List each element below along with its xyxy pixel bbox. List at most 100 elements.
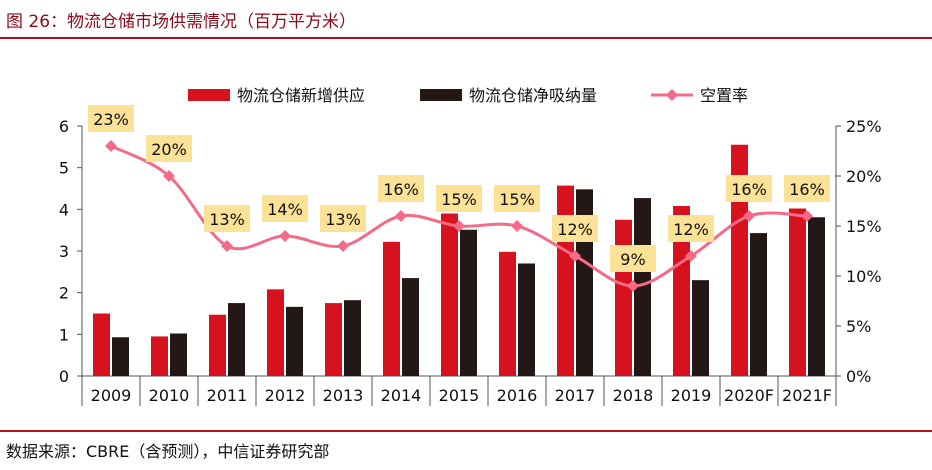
vacancy-marker xyxy=(279,230,291,242)
vacancy-value-label: 16% xyxy=(383,180,419,199)
legend-marker-vacancy xyxy=(666,89,678,101)
absorption-bar xyxy=(228,303,245,376)
source-note: 数据来源：CBRE（含预测），中信证券研究部 xyxy=(6,442,330,461)
vacancy-marker xyxy=(685,250,697,262)
left-tick-label: 2 xyxy=(59,284,69,303)
x-tick-label: 2010 xyxy=(149,386,190,405)
x-tick-label: 2017 xyxy=(555,386,596,405)
supply-bar xyxy=(499,251,516,376)
vacancy-value-label: 16% xyxy=(789,180,825,199)
supply-bar xyxy=(673,206,690,376)
supply-bar xyxy=(93,313,110,376)
supply-bar xyxy=(151,336,168,376)
vacancy-value-label: 12% xyxy=(673,220,709,239)
supply-bar xyxy=(441,213,458,376)
vacancy-label-bg xyxy=(668,215,714,242)
legend-label-absorption: 物流仓储净吸纳量 xyxy=(469,86,597,105)
vacancy-label-bg xyxy=(378,175,424,202)
absorption-bar xyxy=(518,263,535,376)
left-tick-label: 4 xyxy=(59,200,69,219)
left-tick-label: 6 xyxy=(59,117,69,136)
vacancy-label-bg xyxy=(494,185,540,212)
supply-bar xyxy=(383,241,400,376)
x-tick-label: 2013 xyxy=(323,386,364,405)
right-tick-label: 5% xyxy=(846,317,871,336)
vacancy-marker xyxy=(337,240,349,252)
x-tick-label: 2011 xyxy=(207,386,248,405)
chart: 0 1 2 3 4 5 6 0% 5% 10% 15% 20% 25% 2009 2010 2011 2012 2… xyxy=(59,86,882,406)
vacancy-label-bg xyxy=(436,185,482,212)
left-tick-label: 3 xyxy=(59,242,69,261)
supply-bar xyxy=(325,303,342,376)
supply-bar xyxy=(267,289,284,376)
right-tick-label: 10% xyxy=(846,267,882,286)
x-tick-label: 2021F xyxy=(782,386,832,405)
x-tick-label: 2020F xyxy=(724,386,774,405)
left-tick-label: 1 xyxy=(59,325,69,344)
x-tick-label: 2019 xyxy=(671,386,712,405)
vacancy-value-label: 13% xyxy=(325,210,361,229)
vacancy-label-bg xyxy=(88,105,134,132)
vacancy-label-bg xyxy=(784,175,830,202)
vacancy-marker xyxy=(743,210,755,222)
absorption-bar xyxy=(808,217,825,376)
vacancy-marker xyxy=(395,210,407,222)
vacancy-marker xyxy=(453,220,465,232)
x-tick-label: 2015 xyxy=(439,386,480,405)
absorption-bar xyxy=(112,337,129,376)
vacancy-value-label: 9% xyxy=(620,250,645,269)
vacancy-value-label: 13% xyxy=(209,210,245,229)
vacancy-label-bg xyxy=(552,215,598,242)
x-tick-label: 2016 xyxy=(497,386,538,405)
vacancy-value-label: 15% xyxy=(441,190,477,209)
absorption-bar xyxy=(460,229,477,376)
vacancy-value-label: 16% xyxy=(731,180,767,199)
figure-title: 图 26：物流仓储市场供需情况（百万平方米） xyxy=(6,12,357,32)
vacancy-label-bg xyxy=(262,195,308,222)
absorption-bar xyxy=(634,198,651,376)
supply-bar xyxy=(557,185,574,376)
legend-swatch-absorption xyxy=(420,89,462,101)
right-tick-label: 0% xyxy=(846,367,871,386)
vacancy-marker xyxy=(221,240,233,252)
vacancy-label-bg xyxy=(146,135,192,162)
vacancy-label-bg xyxy=(320,205,366,232)
vacancy-label-bg xyxy=(204,205,250,232)
vacancy-marker xyxy=(163,170,175,182)
vacancy-marker xyxy=(627,280,639,292)
vacancy-marker xyxy=(511,220,523,232)
x-tick-label: 2009 xyxy=(91,386,132,405)
vacancy-value-label: 23% xyxy=(93,110,129,129)
left-tick-label: 0 xyxy=(59,367,69,386)
vacancy-value-label: 20% xyxy=(151,140,187,159)
vacancy-label-bg xyxy=(610,245,656,272)
legend-swatch-supply xyxy=(188,89,230,101)
vacancy-label-bg xyxy=(726,175,772,202)
legend-label-vacancy: 空置率 xyxy=(700,86,748,105)
supply-bar xyxy=(731,144,748,376)
vacancy-marker xyxy=(801,210,813,222)
absorption-bar xyxy=(402,278,419,376)
absorption-bar xyxy=(170,333,187,376)
x-tick-label: 2018 xyxy=(613,386,654,405)
right-tick-label: 25% xyxy=(846,117,882,136)
title-divider xyxy=(0,37,932,39)
absorption-bar xyxy=(750,233,767,376)
vacancy-marker xyxy=(569,250,581,262)
right-tick-label: 15% xyxy=(846,217,882,236)
supply-bar xyxy=(615,219,632,376)
absorption-bar xyxy=(692,280,709,376)
x-tick-label: 2012 xyxy=(265,386,306,405)
supply-bar xyxy=(209,314,226,376)
right-tick-label: 20% xyxy=(846,167,882,186)
x-tick-label: 2014 xyxy=(381,386,422,405)
left-tick-label: 5 xyxy=(59,159,69,178)
supply-bar xyxy=(789,208,806,376)
absorption-bar xyxy=(344,300,361,376)
vacancy-value-label: 12% xyxy=(557,220,593,239)
legend-label-supply: 物流仓储新增供应 xyxy=(237,86,365,105)
vacancy-value-label: 15% xyxy=(499,190,535,209)
vacancy-marker xyxy=(105,140,117,152)
vacancy-value-label: 14% xyxy=(267,200,303,219)
absorption-bar xyxy=(286,306,303,376)
